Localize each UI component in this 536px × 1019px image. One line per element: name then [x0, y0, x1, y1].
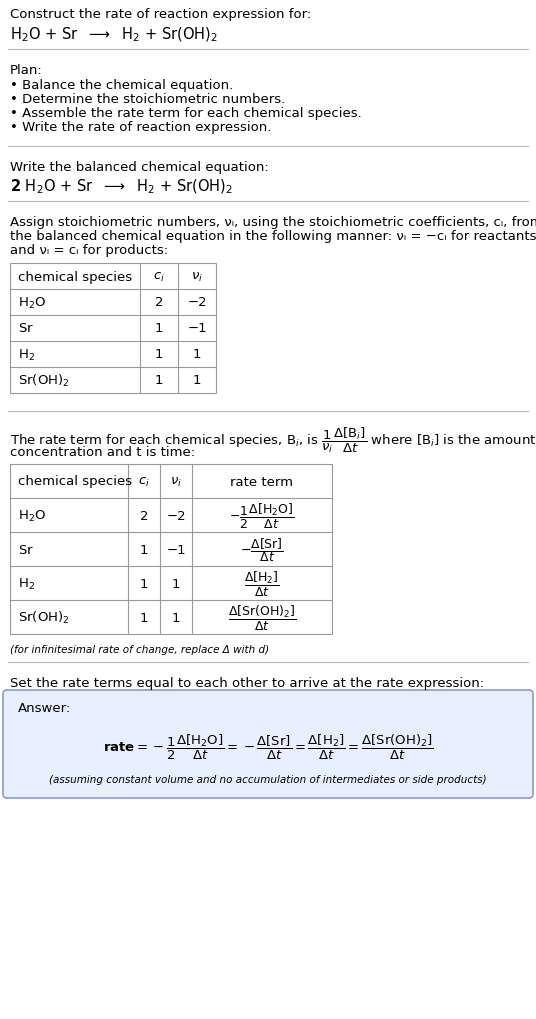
Text: and νᵢ = cᵢ for products:: and νᵢ = cᵢ for products:: [10, 244, 168, 257]
Text: The rate term for each chemical species, B$_i$, is $\dfrac{1}{\nu_i}\dfrac{\Delt: The rate term for each chemical species,…: [10, 426, 536, 454]
Text: 1: 1: [172, 577, 180, 590]
Text: Answer:: Answer:: [18, 701, 71, 714]
Bar: [10, 465, 332, 635]
Text: $c_i$: $c_i$: [153, 270, 165, 283]
Text: 2: 2: [155, 297, 163, 309]
Text: $-\dfrac{1}{2}\dfrac{\Delta[\mathrm{H_2O}]}{\Delta t}$: $-\dfrac{1}{2}\dfrac{\Delta[\mathrm{H_2O…: [229, 501, 295, 530]
Text: Construct the rate of reaction expression for:: Construct the rate of reaction expressio…: [10, 8, 311, 21]
Text: rate term: rate term: [230, 475, 294, 488]
Text: 1: 1: [155, 374, 163, 387]
Text: $\mathbf{2}\ \mathrm{H_2O}$ + Sr  $\longrightarrow$  $\mathrm{H_2}$ + $\mathrm{S: $\mathbf{2}\ \mathrm{H_2O}$ + Sr $\longr…: [10, 178, 233, 197]
Text: 1: 1: [140, 543, 148, 556]
Bar: [10, 264, 216, 393]
Text: Set the rate terms equal to each other to arrive at the rate expression:: Set the rate terms equal to each other t…: [10, 677, 484, 689]
Text: $\mathbf{rate} = -\dfrac{1}{2}\dfrac{\Delta[\mathrm{H_2O}]}{\Delta t} = -\dfrac{: $\mathbf{rate} = -\dfrac{1}{2}\dfrac{\De…: [102, 733, 434, 761]
Text: concentration and t is time:: concentration and t is time:: [10, 445, 195, 459]
Text: 1: 1: [193, 374, 201, 387]
Text: 2: 2: [140, 510, 148, 522]
Text: 1: 1: [155, 348, 163, 361]
Text: $\mathrm{Sr(OH)_2}$: $\mathrm{Sr(OH)_2}$: [18, 609, 70, 626]
Text: $\mathrm{Sr}$: $\mathrm{Sr}$: [18, 322, 34, 335]
Text: −1: −1: [166, 543, 186, 556]
Text: 1: 1: [140, 577, 148, 590]
Text: Write the balanced chemical equation:: Write the balanced chemical equation:: [10, 161, 269, 174]
Text: $\mathrm{H_2O}$: $\mathrm{H_2O}$: [18, 296, 46, 310]
Text: chemical species: chemical species: [18, 475, 132, 488]
Text: 1: 1: [172, 611, 180, 624]
Text: • Determine the stoichiometric numbers.: • Determine the stoichiometric numbers.: [10, 93, 285, 106]
Text: (assuming constant volume and no accumulation of intermediates or side products): (assuming constant volume and no accumul…: [49, 774, 487, 785]
FancyBboxPatch shape: [3, 690, 533, 798]
Text: the balanced chemical equation in the following manner: νᵢ = −cᵢ for reactants: the balanced chemical equation in the fo…: [10, 229, 536, 243]
Text: $\mathrm{H_2}$: $\mathrm{H_2}$: [18, 576, 35, 591]
Text: $\mathrm{H_2O}$: $\mathrm{H_2O}$: [18, 507, 46, 523]
Text: $c_i$: $c_i$: [138, 475, 150, 488]
Text: • Balance the chemical equation.: • Balance the chemical equation.: [10, 78, 233, 92]
Text: • Assemble the rate term for each chemical species.: • Assemble the rate term for each chemic…: [10, 107, 362, 120]
Text: chemical species: chemical species: [18, 270, 132, 283]
Text: −1: −1: [187, 322, 207, 335]
Text: $\nu_i$: $\nu_i$: [191, 270, 203, 283]
Text: −2: −2: [166, 510, 186, 522]
Text: $\dfrac{\Delta[\mathrm{Sr(OH)_2}]}{\Delta t}$: $\dfrac{\Delta[\mathrm{Sr(OH)_2}]}{\Delt…: [228, 603, 296, 632]
Text: $\mathrm{H_2O}$ + Sr  $\longrightarrow$  $\mathrm{H_2}$ + $\mathrm{Sr(OH)_2}$: $\mathrm{H_2O}$ + Sr $\longrightarrow$ $…: [10, 25, 218, 45]
Text: $-\dfrac{\Delta[\mathrm{Sr}]}{\Delta t}$: $-\dfrac{\Delta[\mathrm{Sr}]}{\Delta t}$: [240, 536, 284, 564]
Text: (for infinitesimal rate of change, replace Δ with d): (for infinitesimal rate of change, repla…: [10, 644, 269, 654]
Text: Assign stoichiometric numbers, νᵢ, using the stoichiometric coefficients, cᵢ, fr: Assign stoichiometric numbers, νᵢ, using…: [10, 216, 536, 229]
Text: $\dfrac{\Delta[\mathrm{H_2}]}{\Delta t}$: $\dfrac{\Delta[\mathrm{H_2}]}{\Delta t}$: [244, 569, 280, 598]
Text: 1: 1: [140, 611, 148, 624]
Text: $\mathrm{Sr}$: $\mathrm{Sr}$: [18, 543, 34, 556]
Text: • Write the rate of reaction expression.: • Write the rate of reaction expression.: [10, 121, 271, 133]
Text: 1: 1: [155, 322, 163, 335]
Text: $\mathrm{Sr(OH)_2}$: $\mathrm{Sr(OH)_2}$: [18, 373, 70, 388]
Text: $\mathrm{H_2}$: $\mathrm{H_2}$: [18, 347, 35, 362]
Text: $\nu_i$: $\nu_i$: [170, 475, 182, 488]
Text: −2: −2: [187, 297, 207, 309]
Text: Plan:: Plan:: [10, 64, 43, 76]
Text: 1: 1: [193, 348, 201, 361]
